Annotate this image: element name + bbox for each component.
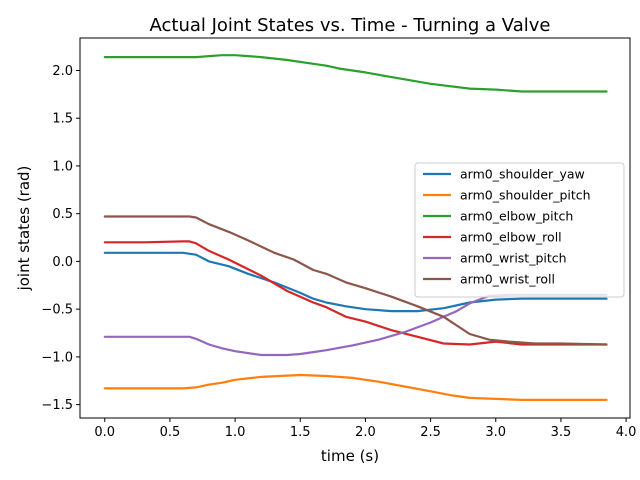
legend-label: arm0_elbow_pitch (460, 209, 573, 224)
x-axis: 0.0 0.5 1.0 1.5 2.0 2.5 3.0 3.5 4.0 (94, 418, 636, 440)
x-tick-label: 2.5 (420, 425, 441, 440)
x-tick-label: 4.0 (616, 425, 637, 440)
y-tick-label: −0.5 (41, 303, 73, 318)
x-tick-label: 3.0 (485, 425, 506, 440)
y-axis: −1.5 −1.0 −0.5 0.0 0.5 1.0 1.5 2.0 (41, 64, 80, 413)
series-line-1 (103, 373, 608, 401)
y-tick-label: −1.5 (41, 398, 73, 413)
chart-title: Actual Joint States vs. Time - Turning a… (150, 15, 551, 36)
y-tick-label: −1.0 (41, 350, 73, 365)
legend: arm0_shoulder_yaw arm0_shoulder_pitch arm0… (414, 162, 625, 298)
y-tick-label: 1.5 (52, 112, 73, 127)
y-tick-label: 0.5 (52, 207, 73, 222)
y-tick-label: 2.0 (52, 64, 73, 79)
legend-label: arm0_elbow_roll (460, 230, 562, 245)
plot-lines (103, 54, 608, 401)
series-line-2 (103, 54, 608, 93)
series-line-3 (103, 240, 608, 346)
x-tick-label: 1.5 (290, 425, 311, 440)
legend-label: arm0_wrist_roll (460, 272, 555, 287)
x-tick-label: 2.0 (355, 425, 376, 440)
y-tick-label: 1.0 (52, 159, 73, 174)
y-tick-label: 0.0 (52, 255, 73, 270)
x-tick-label: 3.5 (551, 425, 572, 440)
y-axis-label: joint states (rad) (15, 166, 33, 292)
legend-box (414, 162, 625, 298)
x-tick-label: 0.5 (160, 425, 181, 440)
series-line-0 (103, 251, 608, 313)
x-tick-label: 0.0 (94, 425, 115, 440)
legend-label: arm0_wrist_pitch (460, 251, 567, 266)
plot-frame (79, 37, 631, 419)
x-axis-label: time (s) (321, 447, 379, 465)
legend-label: arm0_shoulder_yaw (460, 167, 585, 182)
series-line-5 (103, 215, 608, 346)
legend-label: arm0_shoulder_pitch (460, 188, 591, 203)
series-line-4 (103, 293, 608, 357)
x-tick-label: 1.0 (225, 425, 246, 440)
